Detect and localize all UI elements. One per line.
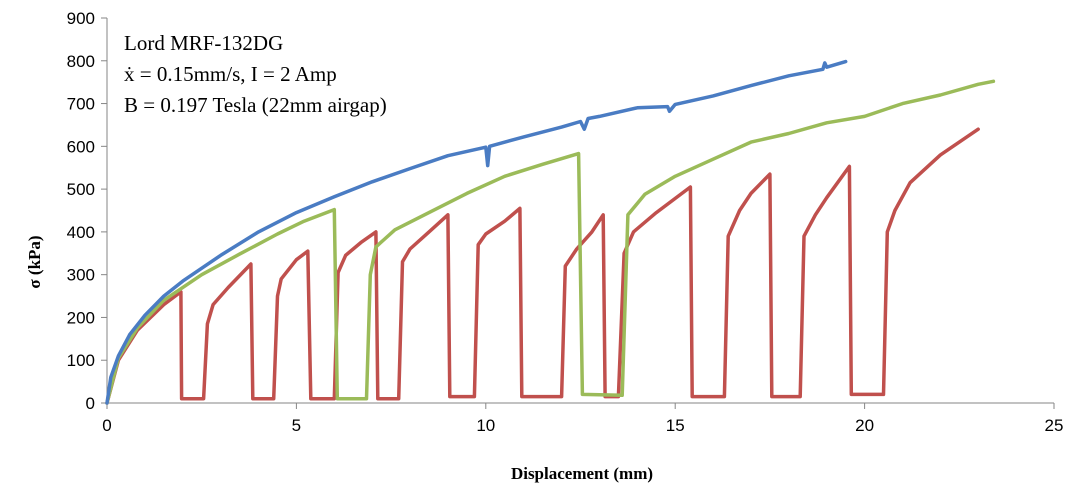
tick-labels: 0 100 200 300 400 500 600 700 800 900 0 5 10 15 20 25: [67, 9, 1064, 435]
x-tick-label: 15: [666, 416, 685, 435]
annotation-field: B = 0.197 Tesla (22mm airgap): [124, 93, 387, 117]
series-lines: [105, 59, 996, 405]
y-tick-label: 400: [67, 223, 95, 242]
x-axis-title: Displacement (mm): [511, 464, 653, 483]
y-tick-label: 700: [67, 95, 95, 114]
x-tick-label: 5: [292, 416, 301, 435]
y-tick-label: 800: [67, 52, 95, 71]
y-tick-label: 500: [67, 180, 95, 199]
series-line-3: [105, 127, 980, 405]
x-tick-label: 25: [1045, 416, 1064, 435]
y-tick-label: 600: [67, 137, 95, 156]
x-tick-label: 20: [855, 416, 874, 435]
y-tick-label: 200: [67, 308, 95, 327]
y-tick-label: 100: [67, 351, 95, 370]
x-tick-label: 10: [476, 416, 495, 435]
annotation-material: Lord MRF-132DG: [124, 31, 283, 55]
series-line-2: [105, 79, 996, 405]
series-line-1: [105, 59, 848, 405]
x-tick-label: 0: [102, 416, 111, 435]
annotation-conditions: ẋ = 0.15mm/s, I = 2 Amp: [124, 62, 337, 86]
axes: [101, 17, 1055, 409]
y-axis-title: σ (kPa): [25, 235, 44, 288]
y-tick-label: 0: [86, 394, 95, 413]
y-tick-label: 300: [67, 266, 95, 285]
y-tick-label: 900: [67, 9, 95, 28]
